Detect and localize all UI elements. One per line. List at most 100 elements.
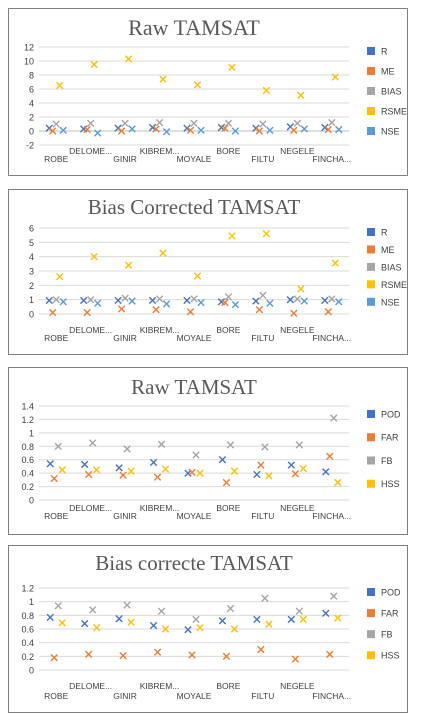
point-pod [80,460,89,469]
point-rsme [193,272,202,280]
legend-label-pod: POD [381,410,401,420]
point-fb [123,445,131,453]
x-tick-label: GINIR [113,691,137,701]
y-tick-label: 8 [29,71,34,81]
point-rsme [90,60,98,69]
point-rsme [331,73,339,81]
point-far [153,473,162,481]
legend-label-pod: POD [381,588,401,598]
point-me [83,125,91,134]
point-hss [299,464,308,473]
legend-swatch-bias [367,262,375,271]
point-fb [330,414,338,422]
point-nse [128,297,136,305]
point-nse [335,125,343,134]
point-me [186,308,195,316]
legend-label-nse: NSE [381,127,400,137]
point-fb [54,602,62,610]
point-rsme [228,63,236,71]
point-rsme [297,91,305,99]
legend-swatch-rsme [367,107,375,115]
point-nse [231,127,240,135]
chart-title: Bias Corrected TAMSAT [88,195,301,219]
point-me [49,127,57,135]
point-rsme [193,81,202,89]
legend-swatch-hss [367,479,375,488]
legend-label-rsme: RSME [381,280,407,290]
point-rsme [159,249,167,257]
chart-title: Raw TAMSAT [131,375,257,399]
x-tick-label: ROBE [44,691,68,701]
legend-swatch-nse [367,297,375,306]
y-tick-label: 0 [29,496,34,506]
point-hss [161,625,170,633]
x-tick-label: KIBREM... [140,503,180,513]
x-tick-label: DELOME... [69,503,112,513]
legend-label-fb: FB [381,456,393,466]
y-tick-label: 0.4 [21,469,34,479]
x-tick-label: ROBE [44,154,68,164]
point-bias [259,120,267,128]
point-bias [293,119,302,127]
x-tick-label: FILTU [251,511,274,521]
point-hss [92,466,101,474]
point-me [186,126,195,134]
point-nse [197,126,205,134]
point-rsme [159,75,167,83]
point-fb [295,441,304,449]
point-me [83,308,91,317]
y-tick-label: 1 [29,597,34,607]
point-fb [157,440,166,448]
point-far [188,468,196,477]
point-fb [88,606,97,614]
point-hss [196,623,204,632]
point-far [257,645,265,654]
point-hss [334,614,342,622]
x-tick-label: BORE [216,325,240,335]
point-far [153,648,162,656]
point-bias [224,293,233,301]
chart-panel-bias-corrected-tamsat-skill: Bias Corrected TAMSAT 0 1 2 3 4 5 6 ROBE DELOME..… [8,189,408,355]
legend-swatch-nse [367,127,375,135]
point-bias [52,120,60,128]
legend-swatch-fb [367,630,375,639]
legend-swatch-pod [367,410,375,418]
point-nse [300,125,309,133]
point-pod [115,615,123,623]
point-hss [230,625,239,633]
point-me [49,308,57,317]
x-tick-label: KIBREM... [140,325,180,335]
x-tick-label: FINCHA... [312,154,351,164]
x-tick-label: FILTU [251,691,274,701]
point-nse [335,298,343,306]
chart-panel-raw-tamsat-categorical: Raw TAMSAT 0 0.2 0.4 0.6 0.8 1 1.2 1.4 ROBE DELOME… [8,367,408,535]
point-nse [266,299,274,307]
x-tick-label: BORE [216,503,240,513]
point-pod [80,619,89,628]
legend-label-fb: FB [381,630,393,640]
point-far [291,470,300,478]
point-pod [287,461,296,469]
x-tick-label: KIBREM... [140,681,180,691]
point-bias [155,118,164,127]
y-tick-label: 0 [29,310,34,320]
point-fb [54,442,62,450]
point-bias [259,291,267,300]
point-fb [192,451,200,459]
point-r [321,296,329,305]
point-me [255,306,264,314]
point-bias [121,294,129,302]
point-me [117,127,126,135]
legend-label-far: FAR [381,433,399,443]
point-r [79,296,88,305]
point-far [222,478,231,487]
y-tick-label: 0.6 [21,625,34,635]
point-nse [93,129,102,137]
chart-panel-bias-corrected-tamsat-categorical: Bias correcte TAMSAT 0 0.2 0.4 0.6 0.8 1 1.2 ROB… [8,545,408,713]
point-far [84,650,93,658]
y-tick-label: 0.8 [21,611,34,621]
point-bias [86,119,95,127]
y-tick-label: 0.8 [21,442,34,452]
x-tick-label: DELOME... [69,146,112,156]
legend-swatch-r [367,47,375,55]
